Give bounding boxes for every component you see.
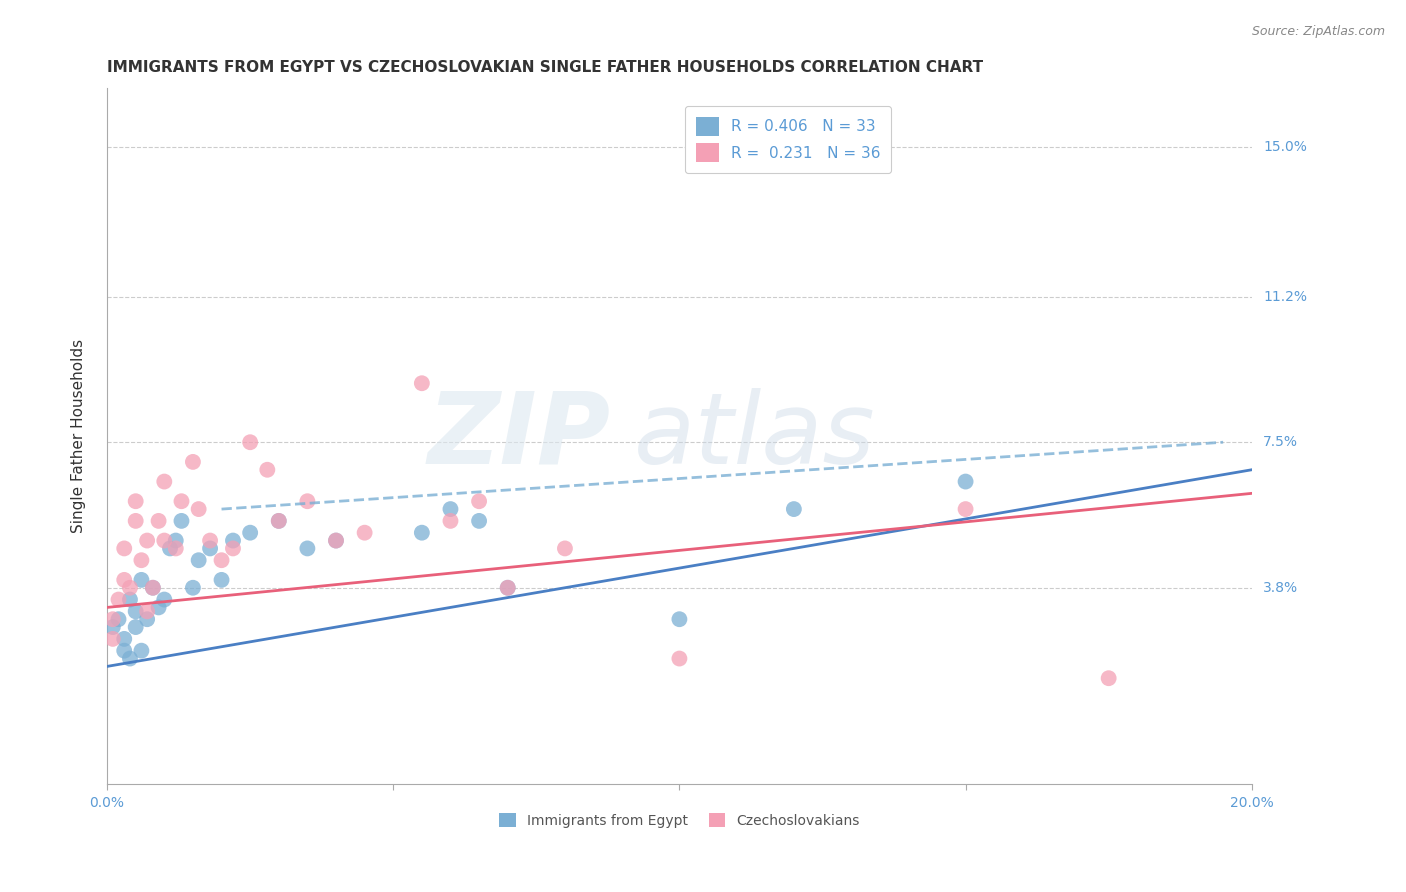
Point xyxy=(136,612,159,626)
Point xyxy=(112,541,135,556)
Point xyxy=(211,573,233,587)
Point xyxy=(112,632,135,646)
Point xyxy=(118,651,141,665)
Point xyxy=(955,502,977,516)
Point xyxy=(101,620,124,634)
Point xyxy=(181,455,204,469)
Point xyxy=(187,502,209,516)
Point xyxy=(170,514,193,528)
Point xyxy=(181,581,204,595)
Text: 20.0%: 20.0% xyxy=(1230,797,1274,810)
Point xyxy=(496,581,519,595)
Point xyxy=(112,573,135,587)
Point xyxy=(165,541,187,556)
Point xyxy=(153,592,176,607)
Point xyxy=(142,581,165,595)
Y-axis label: Single Father Households: Single Father Households xyxy=(72,339,86,533)
Point xyxy=(297,541,319,556)
Point xyxy=(256,463,278,477)
Point xyxy=(153,475,176,489)
Point xyxy=(222,533,245,548)
Text: 15.0%: 15.0% xyxy=(1263,140,1308,154)
Point xyxy=(136,604,159,618)
Point xyxy=(554,541,576,556)
Point xyxy=(411,376,433,391)
Point xyxy=(118,592,141,607)
Text: atlas: atlas xyxy=(634,388,876,485)
Point xyxy=(107,612,129,626)
Point xyxy=(165,533,187,548)
Point xyxy=(783,502,806,516)
Point xyxy=(101,632,124,646)
Point xyxy=(153,533,176,548)
Point xyxy=(125,620,148,634)
Point xyxy=(668,612,690,626)
Point xyxy=(668,651,690,665)
Text: 7.5%: 7.5% xyxy=(1263,435,1298,450)
Point xyxy=(148,514,170,528)
Legend: Immigrants from Egypt, Czechoslovakians: Immigrants from Egypt, Czechoslovakians xyxy=(494,807,865,833)
Point xyxy=(325,533,347,548)
Point xyxy=(136,533,159,548)
Point xyxy=(439,502,461,516)
Point xyxy=(131,573,153,587)
Point xyxy=(101,612,124,626)
Point xyxy=(211,553,233,567)
Point xyxy=(118,581,141,595)
Point xyxy=(198,541,221,556)
Point xyxy=(142,581,165,595)
Point xyxy=(198,533,221,548)
Point xyxy=(131,643,153,657)
Text: ZIP: ZIP xyxy=(427,388,610,485)
Point xyxy=(353,525,375,540)
Point xyxy=(107,592,129,607)
Text: Source: ZipAtlas.com: Source: ZipAtlas.com xyxy=(1251,25,1385,38)
Point xyxy=(187,553,209,567)
Point xyxy=(1098,671,1121,685)
Point xyxy=(297,494,319,508)
Point xyxy=(955,475,977,489)
Text: 0.0%: 0.0% xyxy=(90,797,125,810)
Point xyxy=(496,581,519,595)
Point xyxy=(159,541,181,556)
Text: 3.8%: 3.8% xyxy=(1263,581,1298,595)
Point xyxy=(267,514,290,528)
Point xyxy=(468,514,491,528)
Point xyxy=(239,525,262,540)
Point xyxy=(468,494,491,508)
Text: IMMIGRANTS FROM EGYPT VS CZECHOSLOVAKIAN SINGLE FATHER HOUSEHOLDS CORRELATION CH: IMMIGRANTS FROM EGYPT VS CZECHOSLOVAKIAN… xyxy=(107,60,983,75)
Point xyxy=(439,514,461,528)
Point xyxy=(267,514,290,528)
Point xyxy=(411,525,433,540)
Point xyxy=(148,600,170,615)
Point xyxy=(131,553,153,567)
Point xyxy=(112,643,135,657)
Point xyxy=(239,435,262,450)
Point xyxy=(170,494,193,508)
Point xyxy=(222,541,245,556)
Text: 11.2%: 11.2% xyxy=(1263,290,1308,303)
Point xyxy=(325,533,347,548)
Point xyxy=(125,494,148,508)
Point xyxy=(125,514,148,528)
Point xyxy=(125,604,148,618)
